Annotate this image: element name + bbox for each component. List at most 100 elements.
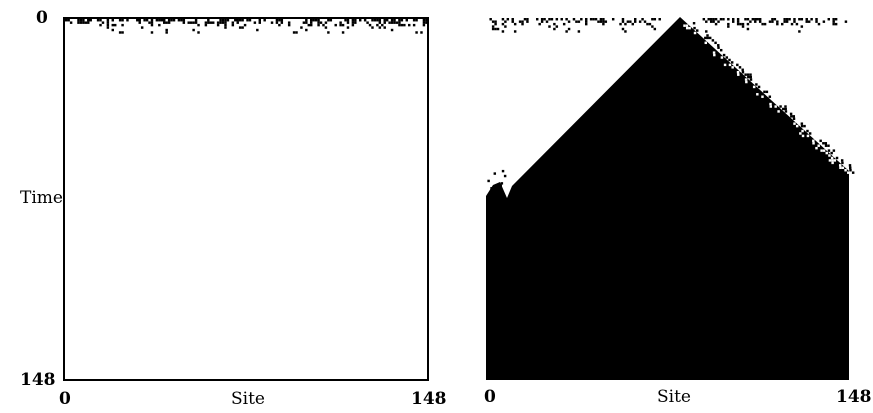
speckle	[741, 71, 745, 74]
speckle	[295, 31, 298, 34]
speckle	[792, 117, 796, 120]
speckle	[415, 19, 418, 22]
speckle	[170, 19, 173, 22]
speckle	[819, 139, 822, 143]
speckle	[572, 18, 576, 21]
speckle	[258, 19, 261, 22]
speckle	[793, 18, 796, 21]
speckle	[806, 129, 809, 133]
speckle	[376, 19, 379, 22]
speckle	[783, 18, 786, 21]
speckle	[121, 31, 124, 34]
speckle	[412, 19, 416, 22]
speckle	[575, 20, 578, 23]
speckle	[749, 20, 752, 23]
speckle	[619, 22, 622, 26]
left-y-max-label: 148	[20, 370, 56, 390]
speckle	[825, 151, 828, 155]
speckle	[67, 19, 70, 22]
speckle	[795, 22, 799, 26]
speckle	[555, 18, 559, 21]
speckle	[834, 18, 838, 21]
speckle	[827, 149, 831, 152]
speckle	[784, 110, 788, 113]
speckle	[148, 21, 151, 24]
speckle	[835, 156, 839, 160]
speckle	[815, 146, 818, 150]
speckle	[685, 26, 689, 30]
speckle	[768, 20, 772, 23]
speckle	[496, 27, 500, 31]
speckle	[738, 66, 742, 69]
speckle	[805, 20, 808, 23]
speckle	[163, 19, 166, 22]
speckle	[111, 19, 114, 22]
speckle	[567, 20, 571, 23]
speckle	[736, 63, 739, 67]
speckle	[812, 142, 815, 145]
speckle	[121, 23, 124, 27]
speckle	[324, 21, 328, 24]
speckle	[368, 23, 372, 27]
speckle	[79, 21, 83, 24]
speckle	[87, 21, 90, 24]
speckle	[844, 169, 847, 172]
speckle	[704, 36, 707, 40]
speckle	[728, 58, 731, 62]
speckle	[187, 21, 190, 24]
speckle	[408, 23, 411, 27]
speckle	[822, 149, 826, 152]
speckle	[143, 19, 146, 22]
speckle	[705, 20, 708, 23]
speckle	[388, 21, 391, 24]
speckle	[800, 18, 804, 21]
speckle	[790, 22, 794, 26]
speckle	[824, 144, 828, 147]
speckle	[781, 22, 784, 26]
speckle	[172, 19, 176, 22]
speckle	[776, 20, 779, 23]
speckle	[521, 20, 524, 23]
left-x-axis-label: Site	[231, 389, 265, 409]
speckle	[752, 85, 756, 89]
speckle	[405, 19, 408, 22]
speckle	[518, 20, 522, 23]
speckle	[111, 28, 114, 32]
speckle	[577, 20, 581, 23]
speckle	[538, 22, 541, 26]
speckle	[118, 31, 122, 34]
speckle	[756, 93, 759, 96]
speckle	[685, 24, 689, 27]
speckle	[706, 36, 709, 40]
speckle	[830, 151, 833, 155]
speckle	[241, 26, 244, 29]
speckle	[784, 105, 787, 108]
speckle	[270, 21, 274, 24]
speckle	[832, 149, 836, 152]
speckle	[815, 20, 818, 23]
speckle	[761, 95, 764, 98]
speckle	[741, 25, 745, 28]
speckle	[163, 21, 166, 24]
speckle	[238, 26, 242, 29]
speckle	[713, 53, 716, 57]
speckle	[65, 19, 68, 22]
speckle	[106, 23, 110, 27]
speckle	[621, 20, 625, 23]
speckle	[763, 90, 766, 94]
speckle	[292, 31, 296, 34]
speckle	[324, 26, 328, 29]
speckle	[803, 124, 806, 128]
speckle	[744, 73, 747, 76]
speckle	[422, 21, 426, 24]
speckle	[111, 23, 114, 27]
speckle	[224, 26, 227, 29]
speckle	[732, 18, 735, 21]
speckle	[165, 28, 168, 32]
speckle	[832, 18, 835, 21]
speckle	[847, 171, 850, 174]
speckle	[263, 19, 266, 22]
speckle	[626, 20, 630, 23]
speckle	[653, 18, 657, 21]
speckle	[815, 18, 818, 21]
